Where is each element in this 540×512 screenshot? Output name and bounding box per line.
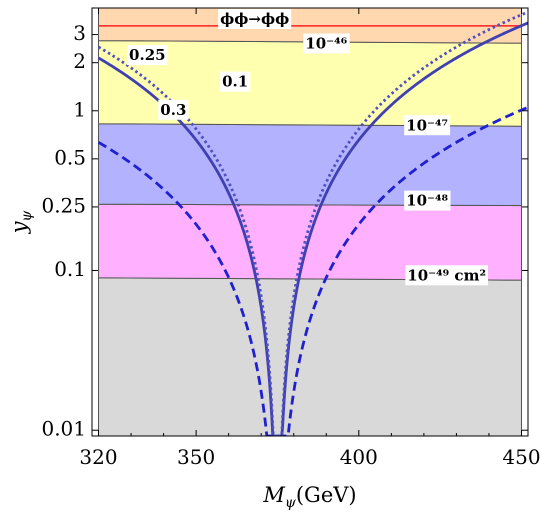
y-axis-title-main: y (7, 220, 31, 234)
curve-label-3: 0.3 (158, 99, 189, 120)
x-tick-label: 450 (502, 445, 540, 469)
y-tick-label: 0.25 (41, 193, 86, 217)
band-3 (98, 123, 522, 207)
band-label-4-bg (303, 33, 350, 54)
curve-solid-right (277, 21, 528, 436)
y-axis-title: yψ (7, 210, 35, 235)
band-label-4: 10⁻⁴⁶ (303, 33, 350, 54)
band-label-3: 10⁻⁴⁷ (404, 115, 451, 136)
y-tick-label: 2 (73, 49, 86, 73)
band-label-1-bg (405, 265, 489, 286)
curve-label-3-bg (158, 99, 189, 120)
band-label-5: ϕϕ→ϕϕ (218, 9, 292, 30)
curve-label-3-text: 0.3 (160, 101, 186, 119)
band-label-5-bg (218, 9, 292, 30)
band-label-1: 10⁻⁴⁹ cm² (405, 265, 489, 286)
band-label-2-bg (404, 190, 451, 211)
x-axis-title: Mψ(GeV) (262, 483, 356, 511)
y-axis-title-sub: ψ (19, 210, 35, 222)
x-tick-label: 350 (177, 445, 215, 469)
curve-label-1-bg (220, 71, 251, 92)
x-axis-title-main: M (262, 483, 285, 507)
curve-dashed-left (97, 141, 278, 436)
band-label-3-text: 10⁻⁴⁷ (406, 116, 448, 134)
curve-dotted-left (97, 45, 278, 436)
band-label-1-text: 10⁻⁴⁹ cm² (407, 266, 486, 284)
y-tick-label: 0.5 (54, 145, 86, 169)
y-tick-label: 0.01 (41, 417, 86, 441)
curve-dashed-right (277, 105, 528, 436)
y-tick-label: 0.1 (54, 257, 86, 281)
curve-label-2: 0.25 (127, 45, 168, 66)
x-tick-label: 400 (340, 445, 378, 469)
curve-label-1: 0.1 (220, 71, 251, 92)
curve-label-2-bg (127, 45, 168, 66)
curve-solid-left (97, 56, 278, 436)
curve-label-1-text: 0.1 (222, 73, 248, 91)
band-label-5-text: ϕϕ→ϕϕ (220, 10, 289, 28)
y-tick-label: 3 (73, 21, 86, 45)
x-axis-title-unit: (GeV) (296, 483, 357, 507)
curves-layer (97, 10, 528, 436)
plot-frame (91, 7, 529, 437)
bands-layer (98, 8, 522, 436)
ticks-layer: 320 350 400 450 0.01 0.1 0.25 0.5 1 2 3 (41, 8, 540, 469)
band-label-2-text: 10⁻⁴⁸ (406, 192, 448, 210)
band-label-4-text: 10⁻⁴⁶ (305, 34, 347, 52)
band-label-2: 10⁻⁴⁸ (404, 190, 451, 211)
curve-label-2-text: 0.25 (129, 46, 166, 64)
curve-dotted-right (277, 10, 528, 436)
labels-layer: 10⁻⁴⁹ cm² 10⁻⁴⁸ 10⁻⁴⁷ 10⁻⁴⁶ ϕϕ→ϕϕ 0.1 0.25 0.3 (127, 9, 489, 286)
y-tick-label: 1 (73, 97, 86, 121)
band-1 (98, 277, 522, 436)
x-axis-title-sub: ψ (285, 495, 297, 511)
x-tick-label: 320 (79, 445, 117, 469)
band-label-3-bg (404, 115, 451, 136)
